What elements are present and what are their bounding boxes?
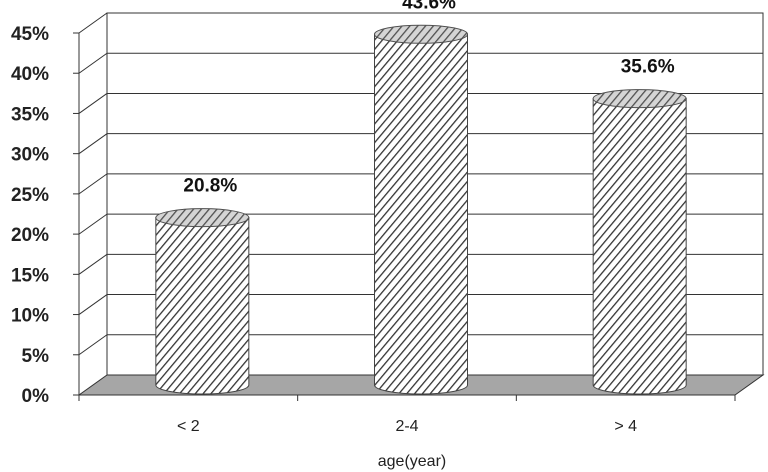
bar: 35.6%	[592, 57, 687, 395]
bar-top-shade	[593, 89, 687, 108]
y-tick-label: 20%	[11, 225, 49, 246]
bar-body	[592, 98, 687, 395]
bar-top	[155, 208, 250, 228]
bar-top	[592, 89, 687, 109]
bar: 20.8%	[155, 176, 250, 395]
bar: 43.6%	[374, 0, 468, 395]
x-category-label: < 2	[177, 418, 200, 435]
bar-body	[374, 33, 468, 395]
x-axis-categories: < 2 2-4 > 4	[177, 418, 637, 435]
bars: 20.8% 43.6% 35.6%	[155, 0, 687, 395]
x-category-label: > 4	[614, 418, 637, 435]
y-axis-ticks: 0% 5% 10% 15% 20% 25% 30% 35% 40% 45%	[11, 24, 736, 407]
bar-top-shade	[155, 208, 249, 227]
bar-top	[374, 24, 468, 44]
side-gridline	[78, 93, 108, 114]
y-tick-label: 30%	[11, 145, 49, 166]
y-tick-label: 45%	[11, 24, 49, 45]
side-gridline	[78, 173, 108, 195]
y-tick-label: 10%	[11, 306, 49, 327]
side-gridline	[78, 294, 108, 315]
side-gridline	[78, 253, 108, 275]
y-tick-label: 25%	[11, 185, 49, 206]
side-gridline	[78, 133, 108, 155]
y-tick-label: 15%	[11, 265, 49, 286]
bar-top-shade	[374, 25, 468, 44]
y-tick-label: 40%	[11, 64, 49, 85]
y-tick-label: 0%	[22, 386, 50, 407]
data-label: 35.6%	[621, 57, 675, 78]
side-gridline	[78, 52, 108, 74]
y-tick-label: 35%	[11, 104, 49, 125]
side-gridline	[78, 213, 108, 235]
side-gridline	[78, 12, 108, 34]
x-axis-label: age(year)	[378, 453, 446, 470]
side-gridline	[78, 334, 108, 356]
bar-body	[155, 217, 250, 395]
y-tick-label: 5%	[22, 346, 50, 367]
x-category-label: 2-4	[395, 418, 418, 435]
data-label: 20.8%	[183, 176, 237, 197]
data-label: 43.6%	[402, 0, 456, 13]
